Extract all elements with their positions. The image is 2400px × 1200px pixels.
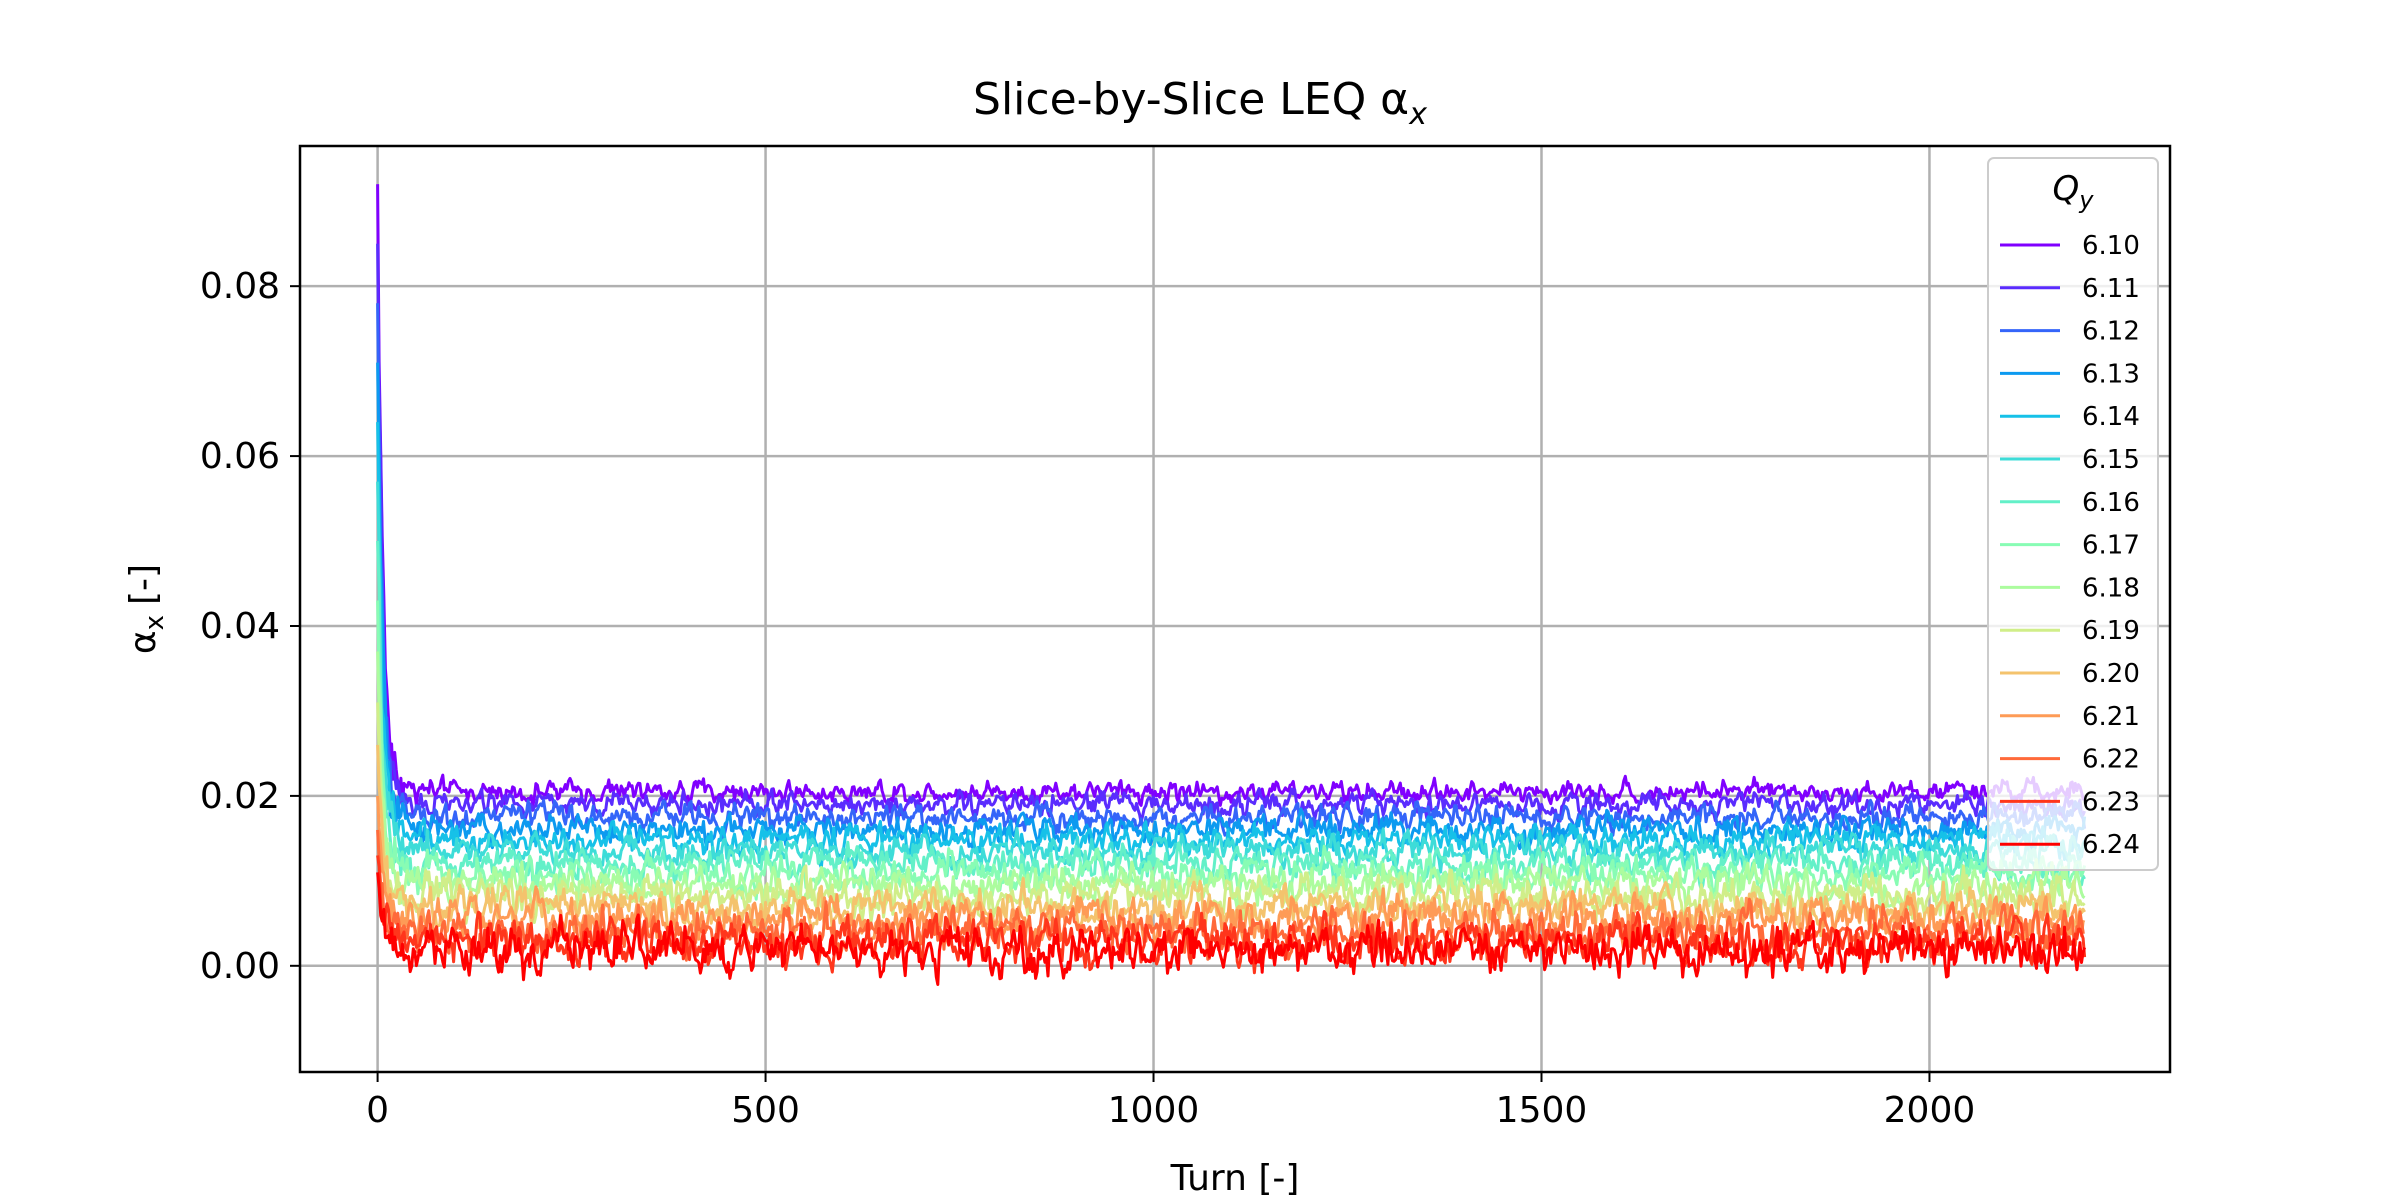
y-tick-label: 0.04 (200, 606, 280, 647)
x-tick-label: 1000 (1108, 1090, 1200, 1131)
x-tick-label: 1500 (1496, 1090, 1588, 1131)
series-line (376, 303, 2087, 841)
series-line (376, 481, 2086, 875)
plot-frame (298, 144, 2172, 1074)
legend-label: 6.15 (2082, 445, 2140, 475)
y-axis-label: αx[-] (123, 564, 170, 654)
y-tick-label: 0.00 (200, 946, 280, 987)
legend-label: 6.10 (2082, 231, 2140, 261)
legend-label: 6.11 (2082, 274, 2140, 304)
legend-title: Qy (2053, 169, 2095, 214)
series-lines (376, 184, 2087, 986)
x-tick-label: 0 (366, 1090, 389, 1131)
legend: Qy 6.10 6.11 6.12 6.13 6.14 6.15 6.16 6.17 6.18 6… (1987, 157, 2159, 871)
y-tick-label: 0.06 (200, 436, 280, 477)
series-line (376, 795, 2086, 952)
x-tick-label: 500 (731, 1090, 800, 1131)
legend-label: 6.16 (2082, 488, 2140, 518)
series-line (376, 184, 2086, 809)
legend-label: 6.12 (2082, 317, 2140, 347)
legend-label: 6.20 (2082, 659, 2140, 689)
legend-box (1987, 157, 2159, 871)
y-tick-label: 0.02 (200, 776, 280, 817)
legend-label: 6.23 (2082, 787, 2140, 817)
legend-label: 6.18 (2082, 573, 2140, 603)
chart-title: Slice-by-Slice LEQ αx (973, 74, 1427, 132)
legend-label: 6.13 (2082, 359, 2140, 389)
x-axis-label: Turn [-] (1170, 1158, 1300, 1199)
y-tick-label: 0.08 (200, 266, 280, 307)
series-line (376, 243, 2086, 825)
legend-label: 6.14 (2082, 402, 2140, 432)
series-line (376, 362, 2087, 851)
x-tick-label: 2000 (1884, 1090, 1976, 1131)
legend-label: 6.22 (2082, 745, 2140, 775)
legend-label: 6.17 (2082, 531, 2140, 561)
legend-label: 6.21 (2082, 702, 2140, 732)
series-line (376, 540, 2086, 892)
axis-ticks: 0 500 1000 1500 2000 0.00 0.02 0.04 0.06 0.08 (200, 266, 1975, 1131)
legend-label: 6.24 (2082, 830, 2140, 860)
series-line (376, 872, 2087, 986)
legend-label: 6.19 (2082, 616, 2140, 646)
